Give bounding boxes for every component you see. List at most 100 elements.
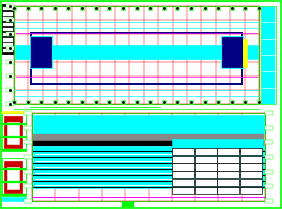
Bar [33, 115, 264, 134]
Bar [243, 39, 247, 67]
Bar [172, 139, 263, 147]
Bar [31, 37, 51, 67]
Bar [162, 6, 166, 10]
Bar [33, 147, 264, 188]
Bar [2, 113, 26, 151]
Bar [195, 163, 217, 171]
Bar [94, 100, 98, 104]
Bar [195, 155, 217, 163]
Bar [26, 6, 30, 10]
Bar [172, 163, 194, 171]
Bar [3, 28, 12, 31]
Bar [80, 6, 84, 10]
Bar [3, 33, 12, 36]
Bar [107, 6, 111, 10]
Bar [135, 6, 138, 10]
Bar [262, 23, 275, 39]
Bar [240, 148, 262, 155]
Bar [14, 6, 259, 104]
Bar [217, 171, 239, 178]
Bar [12, 6, 16, 10]
Bar [175, 6, 179, 10]
Bar [24, 140, 32, 144]
Bar [148, 6, 152, 10]
Bar [2, 168, 26, 170]
Bar [121, 100, 125, 104]
Bar [217, 179, 239, 186]
Bar [265, 170, 273, 174]
Bar [24, 170, 32, 174]
Bar [243, 6, 247, 10]
Bar [217, 148, 239, 155]
Bar [230, 100, 234, 104]
Bar [202, 100, 206, 104]
Bar [24, 111, 32, 115]
Bar [31, 33, 242, 84]
Bar [175, 100, 179, 104]
Bar [6, 60, 14, 64]
Bar [261, 6, 276, 104]
Bar [67, 6, 70, 10]
Bar [265, 111, 273, 115]
Bar [230, 6, 234, 10]
Bar [262, 56, 275, 71]
Bar [262, 40, 275, 55]
Bar [240, 179, 262, 186]
Bar [257, 6, 261, 10]
Bar [265, 199, 273, 203]
Bar [2, 136, 26, 138]
Bar [148, 100, 152, 104]
Bar [172, 179, 194, 186]
Bar [195, 148, 217, 155]
Bar [172, 155, 194, 163]
Bar [26, 100, 30, 104]
Bar [3, 43, 12, 47]
Bar [6, 74, 14, 78]
Bar [195, 187, 217, 194]
Bar [24, 184, 32, 188]
Bar [53, 6, 57, 10]
Bar [30, 36, 52, 68]
Bar [7, 122, 19, 144]
Bar [39, 6, 43, 10]
Bar [257, 100, 261, 104]
Bar [3, 12, 12, 16]
Bar [240, 155, 262, 163]
Bar [3, 23, 12, 26]
Bar [172, 187, 194, 194]
Bar [2, 4, 13, 54]
Bar [94, 6, 98, 10]
Bar [2, 197, 26, 201]
Bar [2, 181, 26, 183]
Bar [3, 48, 12, 52]
Bar [6, 88, 14, 92]
Bar [262, 7, 275, 22]
Bar [221, 36, 243, 68]
Bar [172, 148, 194, 155]
Bar [122, 202, 134, 207]
Bar [24, 199, 32, 203]
Bar [240, 171, 262, 178]
Bar [189, 6, 193, 10]
Bar [189, 100, 193, 104]
Bar [53, 100, 57, 104]
Bar [4, 161, 22, 193]
Bar [3, 7, 12, 10]
Bar [39, 100, 43, 104]
Bar [262, 89, 275, 104]
Bar [107, 100, 111, 104]
Bar [2, 158, 26, 196]
Bar [240, 163, 262, 171]
Bar [162, 100, 166, 104]
Bar [217, 187, 239, 194]
Bar [195, 171, 217, 178]
Bar [2, 123, 26, 125]
Bar [33, 141, 264, 147]
Bar [265, 184, 273, 188]
Bar [265, 126, 273, 130]
Bar [3, 38, 12, 42]
Bar [6, 46, 14, 50]
Bar [195, 179, 217, 186]
Bar [222, 37, 242, 67]
Bar [6, 32, 14, 36]
